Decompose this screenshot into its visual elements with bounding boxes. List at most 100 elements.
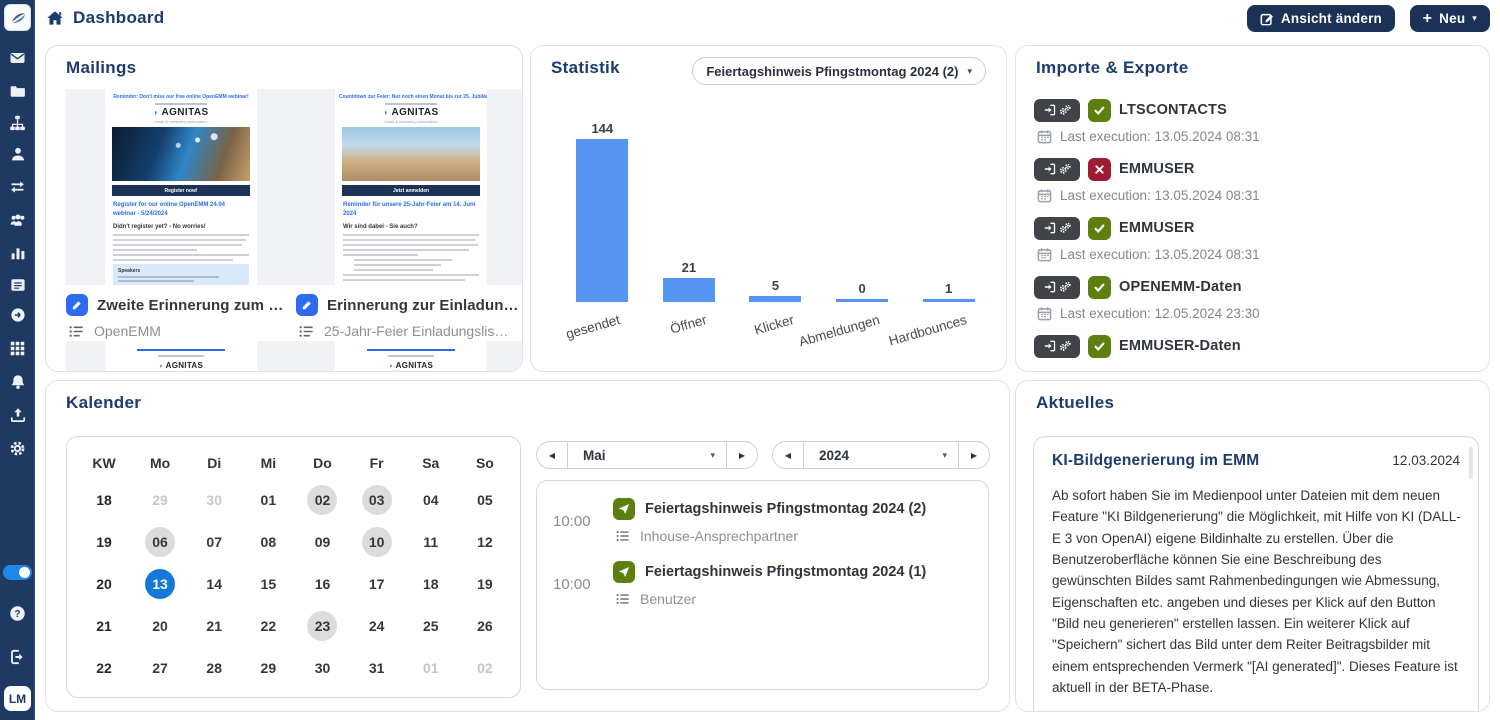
calendar-day[interactable]: 02: [307, 485, 338, 515]
calendar-day[interactable]: 01: [422, 660, 439, 676]
import-export-entry[interactable]: EMMUSER Last execution: 13.05.2024 08:31: [1034, 216, 1479, 262]
calendar-day[interactable]: 21: [206, 618, 222, 634]
edit-mailing-badge[interactable]: [296, 294, 318, 316]
bar-oeffner[interactable]: [662, 278, 715, 302]
sidebar-item-forms[interactable]: [0, 272, 35, 298]
import-name[interactable]: OPENEMM-Daten: [1119, 279, 1242, 295]
sidebar-item-upload[interactable]: [0, 402, 35, 428]
app-logo[interactable]: [4, 4, 31, 31]
import-export-entry[interactable]: EMMUSER Last execution: 13.05.2024 08:31: [1034, 157, 1479, 203]
sidebar-item-apps-grid[interactable]: [0, 335, 35, 361]
mailing-preview-thumbnail[interactable]: Reminder: Don't miss our free online Ope…: [66, 89, 296, 285]
calendar-day[interactable]: 19: [477, 576, 493, 592]
calendar-day[interactable]: 22: [260, 618, 277, 634]
import-name[interactable]: EMMUSER: [1119, 220, 1195, 236]
calendar-day[interactable]: 06: [145, 527, 176, 557]
bar-gesendet[interactable]: [576, 139, 629, 302]
home-icon[interactable]: [46, 10, 64, 27]
calendar-day[interactable]: 24: [368, 618, 385, 634]
calendar-day[interactable]: 01: [260, 492, 277, 508]
next-month-button[interactable]: ▶: [726, 442, 757, 468]
bar-hardbounces[interactable]: [922, 299, 975, 302]
file-import-icon: [1044, 163, 1055, 175]
chevron-down-icon: ▾: [967, 65, 972, 76]
previous-month-button[interactable]: ◀: [537, 442, 568, 468]
mailing-select-dropdown[interactable]: Feiertagshinweis Pfingstmontag 2024 (2) …: [692, 57, 986, 85]
calendar-event[interactable]: 10:00 Feiertagshinweis Pfingstmontag 202…: [537, 481, 988, 544]
calendar-day[interactable]: 14: [206, 576, 222, 592]
bar-klicker[interactable]: [749, 296, 802, 302]
calendar-day[interactable]: 30: [206, 492, 222, 508]
import-export-entry[interactable]: OPENEMM-Daten Last execution: 12.05.2024 …: [1034, 275, 1479, 321]
mailing-preview-thumbnail[interactable]: Countdown zur Feier: Nur noch einen Mona…: [296, 89, 522, 285]
import-export-entry[interactable]: LTSCONTACTS Last execution: 13.05.2024 08…: [1034, 98, 1479, 144]
change-view-button[interactable]: Ansicht ändern: [1246, 5, 1395, 32]
mailing-title[interactable]: Zweite Erinnerung zum …: [97, 296, 284, 314]
sidebar-item-mailings[interactable]: [0, 45, 35, 71]
new-button[interactable]: + Neu ▾: [1409, 5, 1490, 32]
bar-abmeldungen[interactable]: [836, 299, 889, 302]
x-tick-label: Öffner: [668, 312, 709, 337]
edit-mailing-badge[interactable]: [66, 294, 88, 316]
calendar-day[interactable]: 18: [422, 576, 439, 592]
sidebar-item-notifications[interactable]: [0, 369, 35, 395]
calendar-day[interactable]: 13: [145, 569, 176, 599]
sidebar-item-import-export[interactable]: [0, 174, 35, 200]
list-ul-icon: [616, 531, 629, 541]
import-name[interactable]: LTSCONTACTS: [1119, 102, 1227, 118]
calendar-day[interactable]: 05: [477, 492, 493, 508]
calendar-day[interactable]: 23: [307, 611, 338, 641]
event-title[interactable]: Feiertagshinweis Pfingstmontag 2024 (1): [645, 564, 927, 580]
event-title[interactable]: Feiertagshinweis Pfingstmontag 2024 (2): [645, 501, 927, 517]
calendar-day[interactable]: 10: [361, 527, 392, 557]
calendar-day[interactable]: 17: [368, 576, 385, 592]
sidebar-item-help[interactable]: ?: [0, 600, 35, 626]
calendar-day[interactable]: 03: [361, 485, 392, 515]
calendar-day[interactable]: 27: [152, 660, 168, 676]
mailing-preview-thumbnail-partial[interactable]: ◗ AGNITAS email & marketing automation: [296, 341, 522, 371]
sidebar-item-actions[interactable]: [0, 302, 35, 328]
calendar-day[interactable]: 29: [152, 492, 168, 508]
sidebar-item-recipients[interactable]: [0, 141, 35, 167]
calendar-day[interactable]: 25: [422, 618, 439, 634]
calendar-day[interactable]: 20: [152, 618, 168, 634]
sidebar-item-workflows[interactable]: [0, 110, 35, 136]
mailing-title[interactable]: Erinnerung zur Einladun…: [327, 296, 519, 314]
previous-year-button[interactable]: ◀: [773, 442, 804, 468]
import-name[interactable]: EMMUSER-Daten: [1119, 338, 1241, 354]
sidebar-item-statistics[interactable]: [0, 240, 35, 266]
news-item[interactable]: KI-Bildgenerierung im EMM 12.03.2024 Ab …: [1033, 436, 1479, 711]
calendar-day[interactable]: 16: [314, 576, 331, 592]
calendar-day[interactable]: 11: [423, 534, 439, 550]
year-dropdown[interactable]: 2024 ▾: [804, 442, 958, 468]
sidebar-item-settings[interactable]: [0, 435, 35, 461]
event-list-name: Inhouse-Ansprechpartner: [640, 528, 798, 544]
calendar-day[interactable]: 15: [260, 576, 277, 592]
sidebar-item-media-pool[interactable]: [0, 78, 35, 104]
calendar-day[interactable]: 26: [477, 618, 493, 634]
mailing-item[interactable]: Reminder: Don't miss our free online Ope…: [66, 89, 296, 339]
mailing-item[interactable]: Countdown zur Feier: Nur noch einen Mona…: [296, 89, 522, 339]
month-dropdown[interactable]: Mai ▾: [568, 442, 726, 468]
calendar-day[interactable]: 28: [206, 660, 222, 676]
calendar-day[interactable]: 09: [314, 534, 331, 550]
calendar-day[interactable]: 08: [260, 534, 277, 550]
calendar-day[interactable]: 07: [206, 534, 222, 550]
calendar-day[interactable]: 29: [260, 660, 277, 676]
next-year-button[interactable]: ▶: [958, 442, 989, 468]
calendar-day[interactable]: 04: [422, 492, 439, 508]
month-selector: ◀ Mai ▾ ▶: [536, 441, 758, 469]
mailing-preview-thumbnail-partial[interactable]: ◗ AGNITAS email & marketing automation: [66, 341, 296, 371]
user-avatar[interactable]: LM: [4, 686, 31, 711]
calendar-day[interactable]: 12: [477, 534, 493, 550]
import-name[interactable]: EMMUSER: [1119, 161, 1195, 177]
calendar-day[interactable]: 02: [477, 660, 493, 676]
calendar-event[interactable]: 10:00 Feiertagshinweis Pfingstmontag 202…: [537, 544, 988, 607]
import-export-entry[interactable]: EMMUSER-Daten: [1034, 334, 1479, 358]
sidebar-item-target-groups[interactable]: [0, 207, 35, 233]
dark-mode-toggle[interactable]: [3, 565, 32, 580]
calendar-day[interactable]: 31: [368, 660, 385, 676]
sidebar-item-logout[interactable]: [0, 644, 35, 670]
calendar-day[interactable]: 30: [314, 660, 331, 676]
scrollbar-thumb[interactable]: [1469, 447, 1473, 479]
